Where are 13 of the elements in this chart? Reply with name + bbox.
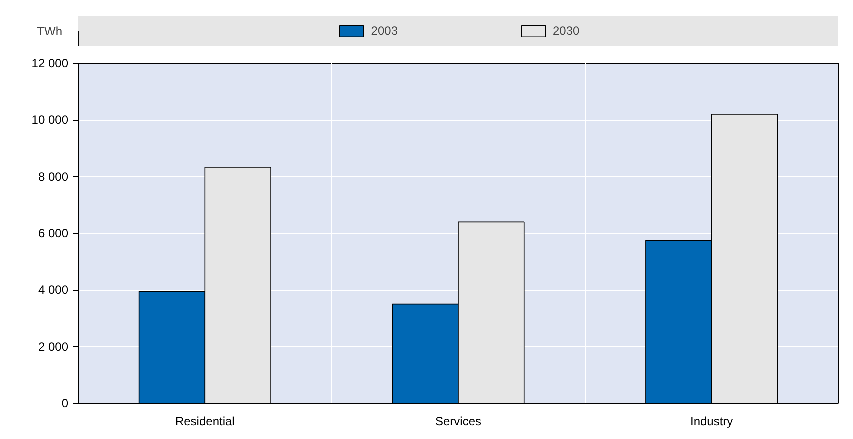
y-tick-label: 10 000	[32, 113, 69, 128]
x-tick-label: Residential	[175, 414, 235, 428]
y-axis-title: TWh	[37, 24, 63, 38]
y-tick-label: 6 000	[38, 226, 69, 240]
legend-label: 2030	[553, 24, 580, 38]
y-tick-label: 2 000	[38, 340, 69, 354]
y-tick-label: 4 000	[38, 283, 69, 298]
x-tick-label: Industry	[690, 414, 734, 428]
y-tick-label: 0	[62, 396, 69, 410]
x-tick-label: Services	[435, 414, 482, 428]
legend-label: 2003	[371, 24, 398, 38]
y-tick-label: 8 000	[38, 170, 69, 184]
y-tick-label: 12 000	[32, 56, 69, 70]
